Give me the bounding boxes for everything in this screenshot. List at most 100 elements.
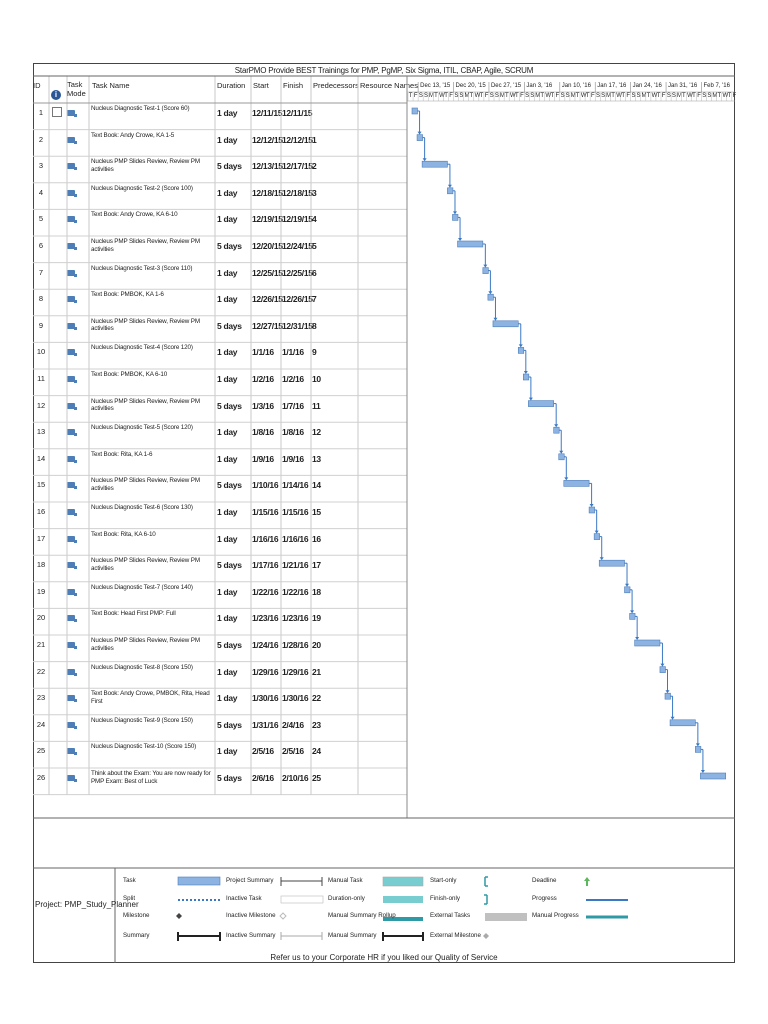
task-bar[interactable] [452, 214, 459, 221]
task-bar[interactable] [695, 746, 702, 753]
task-bar[interactable] [447, 187, 454, 195]
task-start[interactable]: 1/22/16 [252, 586, 279, 597]
task-start[interactable]: 1/30/16 [252, 693, 279, 704]
col-task-mode[interactable]: Task Mode [67, 80, 86, 98]
task-bar[interactable] [659, 666, 666, 673]
task-predecessors[interactable]: 5 [312, 241, 317, 251]
task-predecessors[interactable]: 3 [312, 187, 317, 198]
row-id[interactable]: 15 [36, 480, 46, 490]
task-start[interactable]: 1/2/16 [252, 374, 274, 384]
task-finish[interactable]: 1/16/16 [282, 533, 309, 544]
task-duration[interactable]: 5 days [217, 640, 242, 650]
task-predecessors[interactable]: 19 [312, 613, 321, 624]
row-id[interactable]: 17 [36, 533, 46, 543]
task-start[interactable]: 2/6/16 [252, 773, 274, 783]
task-predecessors[interactable]: 11 [312, 400, 321, 411]
task-name[interactable]: Text Book: Head First PMP: Full [91, 610, 176, 618]
task-name[interactable]: Text Book: Andy Crowe, KA 1-5 [91, 131, 175, 139]
task-predecessors[interactable]: 1 [312, 134, 317, 145]
row-id[interactable]: 25 [36, 746, 46, 756]
task-predecessors[interactable]: 2 [312, 161, 317, 172]
row-id[interactable]: 8 [38, 294, 44, 304]
task-start[interactable]: 12/26/15 [252, 294, 283, 305]
task-name[interactable]: Nucleus Diagnostic Test-9 (Score 150) [91, 716, 193, 724]
col-task-name[interactable]: Task Name [92, 81, 130, 90]
task-name[interactable]: Nucleus PMP Slides Review, Review PM act… [91, 637, 200, 652]
col-predecessors[interactable]: Predecessors [313, 81, 359, 90]
col-id[interactable]: ID [33, 81, 41, 90]
task-name[interactable]: Nucleus Diagnostic Test-4 (Score 120) [91, 344, 193, 352]
task-start[interactable]: 1/24/16 [252, 640, 279, 650]
task-name[interactable]: Think about the Exam: You are now ready … [91, 770, 211, 785]
task-predecessors[interactable]: 17 [312, 560, 321, 571]
row-id[interactable]: 12 [36, 400, 46, 410]
task-bar[interactable] [593, 533, 600, 540]
task-start[interactable]: 1/15/16 [252, 507, 279, 517]
task-start[interactable]: 2/5/16 [252, 746, 274, 757]
row-id[interactable]: 20 [36, 613, 46, 623]
row-id[interactable]: 24 [36, 719, 46, 729]
task-finish[interactable]: 12/25/15 [282, 267, 313, 278]
task-name[interactable]: Nucleus PMP Slides Review, Review PM act… [91, 557, 200, 572]
task-duration[interactable]: 1 day [217, 267, 238, 278]
task-predecessors[interactable]: 8 [312, 320, 317, 331]
task-predecessors[interactable]: 15 [312, 507, 321, 517]
task-start[interactable]: 12/13/15 [252, 161, 283, 172]
task-start[interactable]: 1/3/16 [252, 400, 274, 411]
task-name[interactable]: Nucleus PMP Slides Review, Review PM act… [91, 397, 200, 413]
task-duration[interactable]: 1 day [217, 693, 238, 704]
task-finish[interactable]: 1/7/16 [282, 400, 304, 411]
row-id[interactable]: 22 [36, 666, 46, 676]
task-finish[interactable]: 1/2/16 [282, 374, 304, 384]
task-name[interactable]: Nucleus Diagnostic Test-3 (Score 110) [91, 264, 193, 272]
task-bar[interactable] [457, 240, 484, 248]
task-start[interactable]: 12/19/15 [252, 214, 283, 225]
task-bar[interactable] [487, 293, 494, 301]
task-finish[interactable]: 1/22/16 [282, 586, 309, 597]
task-bar[interactable] [563, 480, 590, 487]
task-duration[interactable]: 5 days [217, 773, 242, 783]
task-predecessors[interactable]: 18 [312, 586, 321, 597]
row-id[interactable]: 10 [36, 347, 46, 357]
row-id[interactable]: 21 [36, 640, 46, 649]
task-duration[interactable]: 1 day [217, 746, 238, 757]
row-id[interactable]: 1 [38, 108, 44, 117]
task-start[interactable]: 12/12/15 [252, 134, 283, 145]
row-id[interactable]: 4 [38, 187, 44, 197]
task-bar[interactable] [598, 559, 625, 567]
task-name[interactable]: Nucleus Diagnostic Test-2 (Score 100) [91, 184, 193, 192]
task-finish[interactable]: 2/10/16 [282, 773, 309, 783]
task-finish[interactable]: 12/26/15 [282, 294, 313, 305]
task-duration[interactable]: 1 day [217, 187, 238, 198]
task-bar[interactable] [492, 320, 519, 328]
task-predecessors[interactable]: 13 [312, 453, 321, 464]
task-name[interactable]: Text Book: Andy Crowe, PMBOK, Rita, Head… [91, 690, 210, 705]
task-bar[interactable] [482, 267, 489, 274]
task-name[interactable]: Nucleus PMP Slides Review, Review PM act… [91, 477, 200, 492]
task-finish[interactable]: 1/1/16 [282, 347, 304, 358]
task-duration[interactable]: 5 days [217, 400, 242, 411]
task-name[interactable]: Text Book: PMBOK, KA 6-10 [91, 371, 168, 378]
task-predecessors[interactable]: 10 [312, 374, 321, 384]
task-bar[interactable] [553, 426, 560, 434]
task-finish[interactable]: 2/5/16 [282, 746, 304, 757]
row-id[interactable]: 19 [36, 586, 46, 596]
task-bar[interactable] [523, 373, 530, 381]
task-bar[interactable] [517, 347, 525, 354]
row-id[interactable]: 5 [38, 214, 44, 224]
task-predecessors[interactable]: 4 [312, 214, 317, 225]
task-start[interactable]: 1/16/16 [252, 533, 279, 544]
row-id[interactable]: 16 [36, 507, 46, 516]
task-duration[interactable]: 5 days [217, 560, 242, 571]
task-duration[interactable]: 1 day [217, 347, 238, 358]
task-start[interactable]: 12/11/15 [252, 108, 283, 118]
task-bar[interactable] [588, 506, 595, 514]
task-finish[interactable]: 12/31/15 [282, 320, 313, 331]
task-name[interactable]: Nucleus PMP Slides Review, Review PM act… [91, 317, 200, 333]
task-name[interactable]: Nucleus Diagnostic Test-8 (Score 150) [91, 663, 193, 671]
task-predecessors[interactable]: 21 [312, 666, 321, 677]
task-finish[interactable]: 1/30/16 [282, 693, 309, 704]
col-resource-names[interactable]: Resource Names [360, 81, 418, 90]
task-predecessors[interactable]: 12 [312, 427, 321, 438]
task-bar[interactable] [669, 719, 696, 727]
